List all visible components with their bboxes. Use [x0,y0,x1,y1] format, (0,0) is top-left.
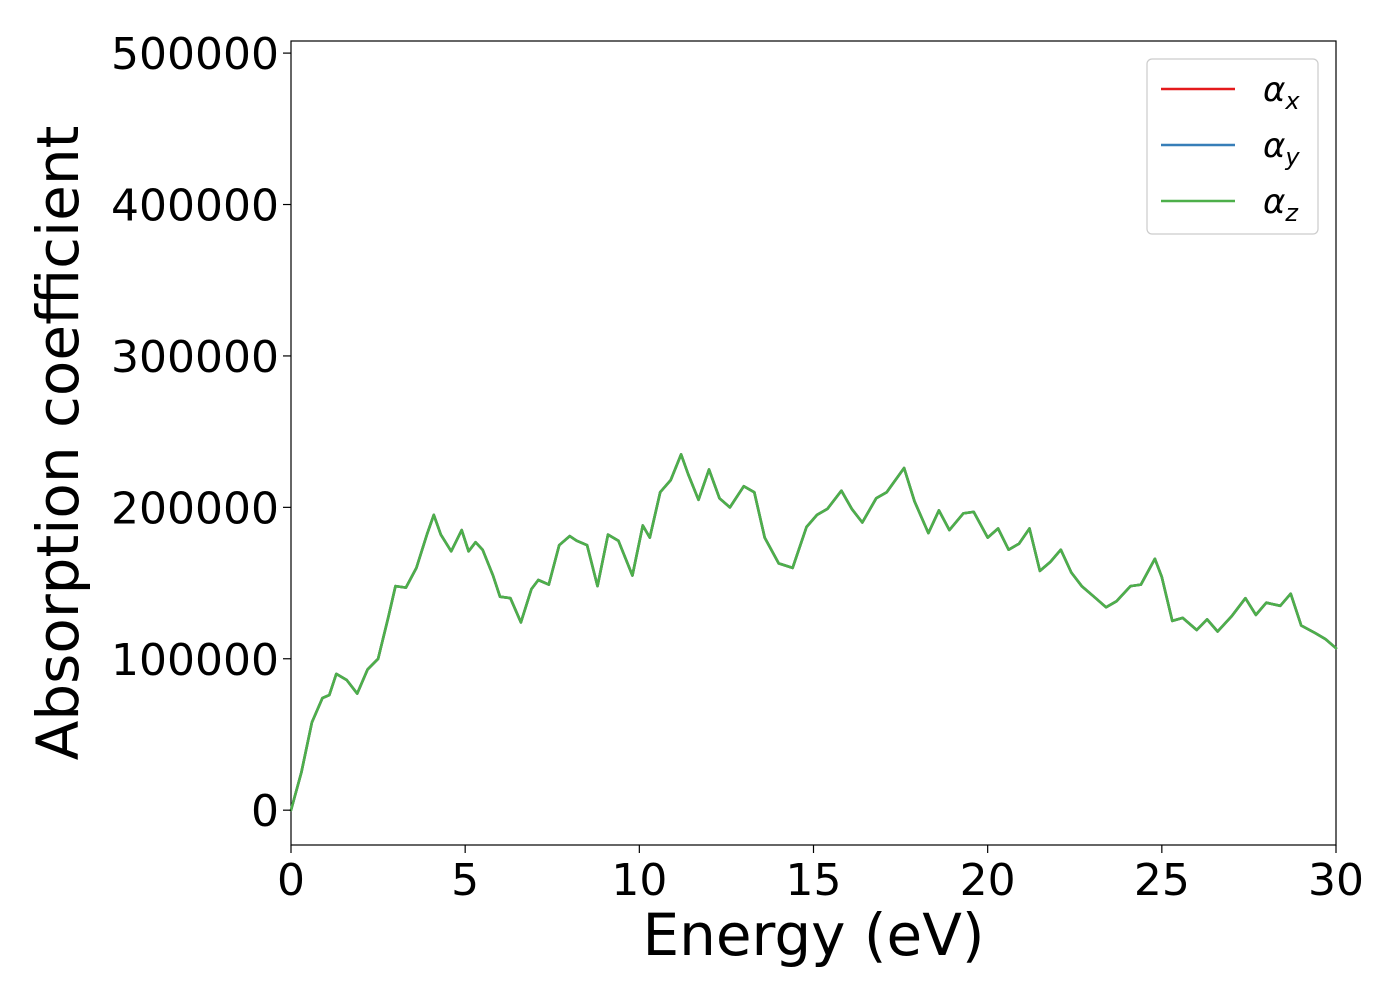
x-tick-label: 20 [960,855,1016,906]
x-tick-label: 0 [277,855,305,906]
y-tick-label: 200000 [111,483,279,534]
y-tick-label: 100000 [111,635,279,686]
legend: αx αy αz [1146,58,1319,235]
y-tick-label: 300000 [111,332,279,383]
legend-label-x: αx [1263,70,1300,115]
series-line-z [289,453,1338,812]
y-tick-label: 0 [251,786,279,837]
x-tick-label: 5 [451,855,479,906]
x-tick-label: 15 [786,855,842,906]
series-layer [289,453,1338,812]
x-tick-label: 10 [611,855,667,906]
y-axis: 0 100000 200000 300000 400000 500000 [111,29,291,837]
legend-box [1146,58,1319,235]
y-tick-label: 500000 [111,29,279,80]
y-tick-label: 400000 [111,181,279,232]
legend-label-y: αy [1263,126,1300,171]
x-axis-title: Energy (eV) [642,901,984,969]
x-tick-label: 25 [1134,855,1190,906]
y-axis-title: Absorption coefficient [24,126,92,761]
x-tick-label: 30 [1308,855,1364,906]
x-axis: 0 5 10 15 20 25 30 [277,845,1364,906]
legend-label-z: αz [1263,182,1299,227]
